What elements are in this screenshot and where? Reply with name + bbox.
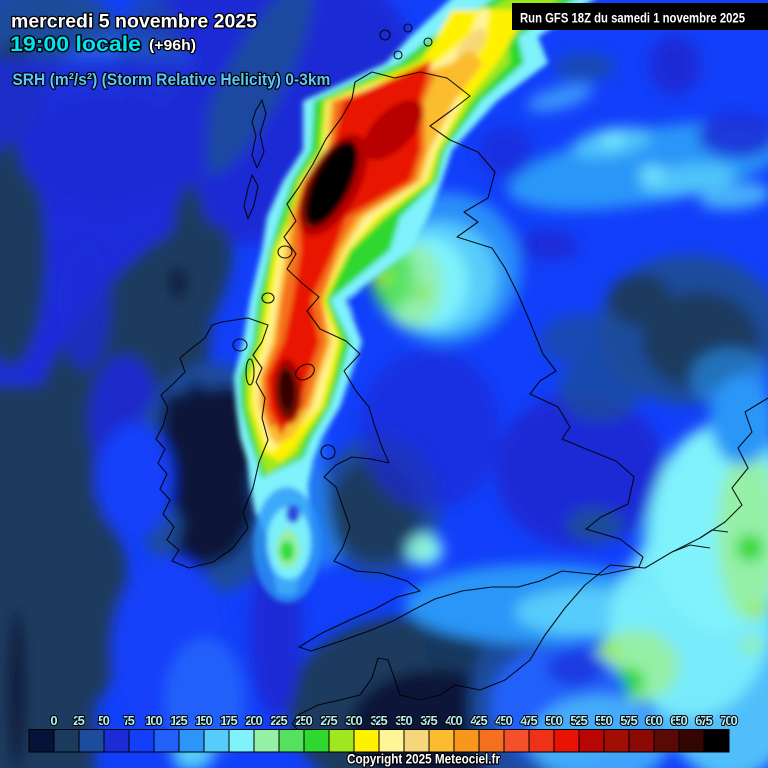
svg-text:150: 150 xyxy=(195,713,213,728)
svg-text:Run GFS 18Z du samedi 1 novemb: Run GFS 18Z du samedi 1 novembre 2025 xyxy=(520,10,745,26)
svg-text:50: 50 xyxy=(98,713,110,728)
svg-text:675: 675 xyxy=(695,713,713,728)
svg-text:(+96h): (+96h) xyxy=(149,38,196,54)
svg-text:25: 25 xyxy=(73,713,85,728)
svg-text:650: 650 xyxy=(670,713,688,728)
svg-text:500: 500 xyxy=(545,713,563,728)
svg-text:600: 600 xyxy=(645,713,663,728)
svg-text:450: 450 xyxy=(495,713,513,728)
svg-text:525: 525 xyxy=(570,713,588,728)
svg-text:200: 200 xyxy=(245,713,263,728)
svg-text:375: 375 xyxy=(420,713,438,728)
svg-text:475: 475 xyxy=(520,713,538,728)
svg-text:550: 550 xyxy=(595,713,613,728)
svg-text:425: 425 xyxy=(470,713,488,728)
svg-text:250: 250 xyxy=(295,713,313,728)
svg-text:275: 275 xyxy=(320,713,338,728)
svg-text:325: 325 xyxy=(370,713,388,728)
svg-text:mercredi 5 novembre 2025: mercredi 5 novembre 2025 xyxy=(11,10,257,32)
svg-text:75: 75 xyxy=(123,713,135,728)
svg-text:225: 225 xyxy=(270,713,288,728)
svg-text:575: 575 xyxy=(620,713,638,728)
svg-text:0: 0 xyxy=(50,713,57,728)
svg-text:100: 100 xyxy=(145,713,163,728)
svg-text:SRH (m²/s²) (Storm Relative He: SRH (m²/s²) (Storm Relative Helicity) 0-… xyxy=(12,71,330,89)
svg-text:175: 175 xyxy=(220,713,238,728)
svg-text:700: 700 xyxy=(720,713,738,728)
svg-text:300: 300 xyxy=(345,713,363,728)
svg-text:Copyright 2025 Meteociel.fr: Copyright 2025 Meteociel.fr xyxy=(347,751,500,767)
svg-text:125: 125 xyxy=(170,713,188,728)
svg-text:400: 400 xyxy=(445,713,463,728)
svg-text:350: 350 xyxy=(395,713,413,728)
svg-text:19:00 locale: 19:00 locale xyxy=(10,32,141,56)
